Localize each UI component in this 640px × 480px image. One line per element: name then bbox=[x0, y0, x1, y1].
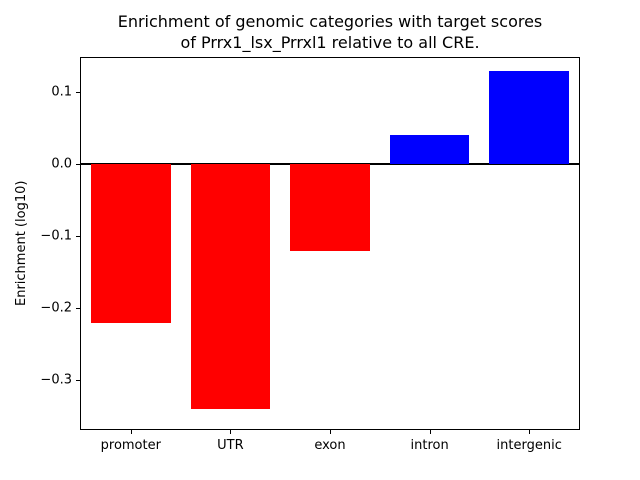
bar-intron bbox=[389, 135, 470, 165]
x-tick-label-exon: exon bbox=[314, 438, 346, 453]
y-tick-mark bbox=[76, 308, 80, 309]
y-tick-mark bbox=[76, 92, 80, 93]
x-tick-mark bbox=[230, 430, 231, 434]
bar-exon bbox=[290, 164, 370, 251]
y-tick-label: −0.2 bbox=[40, 300, 72, 316]
y-tick-label: −0.1 bbox=[40, 228, 72, 244]
bar-UTR bbox=[190, 164, 271, 410]
x-tick-mark bbox=[430, 430, 431, 434]
x-tick-mark bbox=[131, 430, 132, 434]
bar-promoter bbox=[90, 164, 171, 323]
x-tick-label-intron: intron bbox=[410, 438, 449, 453]
x-tick-label-UTR: UTR bbox=[217, 438, 244, 453]
x-tick-label-intergenic: intergenic bbox=[496, 438, 562, 453]
x-tick-mark bbox=[330, 430, 331, 434]
bar-intergenic bbox=[489, 70, 570, 165]
y-tick-label: 0.1 bbox=[51, 84, 72, 100]
y-tick-label: 0.0 bbox=[51, 156, 72, 172]
y-tick-label: −0.3 bbox=[40, 372, 72, 388]
chart-title: Enrichment of genomic categories with ta… bbox=[117, 12, 543, 52]
x-tick-label-promoter: promoter bbox=[100, 438, 161, 453]
y-tick-mark bbox=[76, 380, 80, 381]
plot-area bbox=[80, 57, 580, 430]
y-tick-mark bbox=[76, 164, 80, 165]
x-tick-mark bbox=[529, 430, 530, 434]
y-tick-mark bbox=[76, 236, 80, 237]
